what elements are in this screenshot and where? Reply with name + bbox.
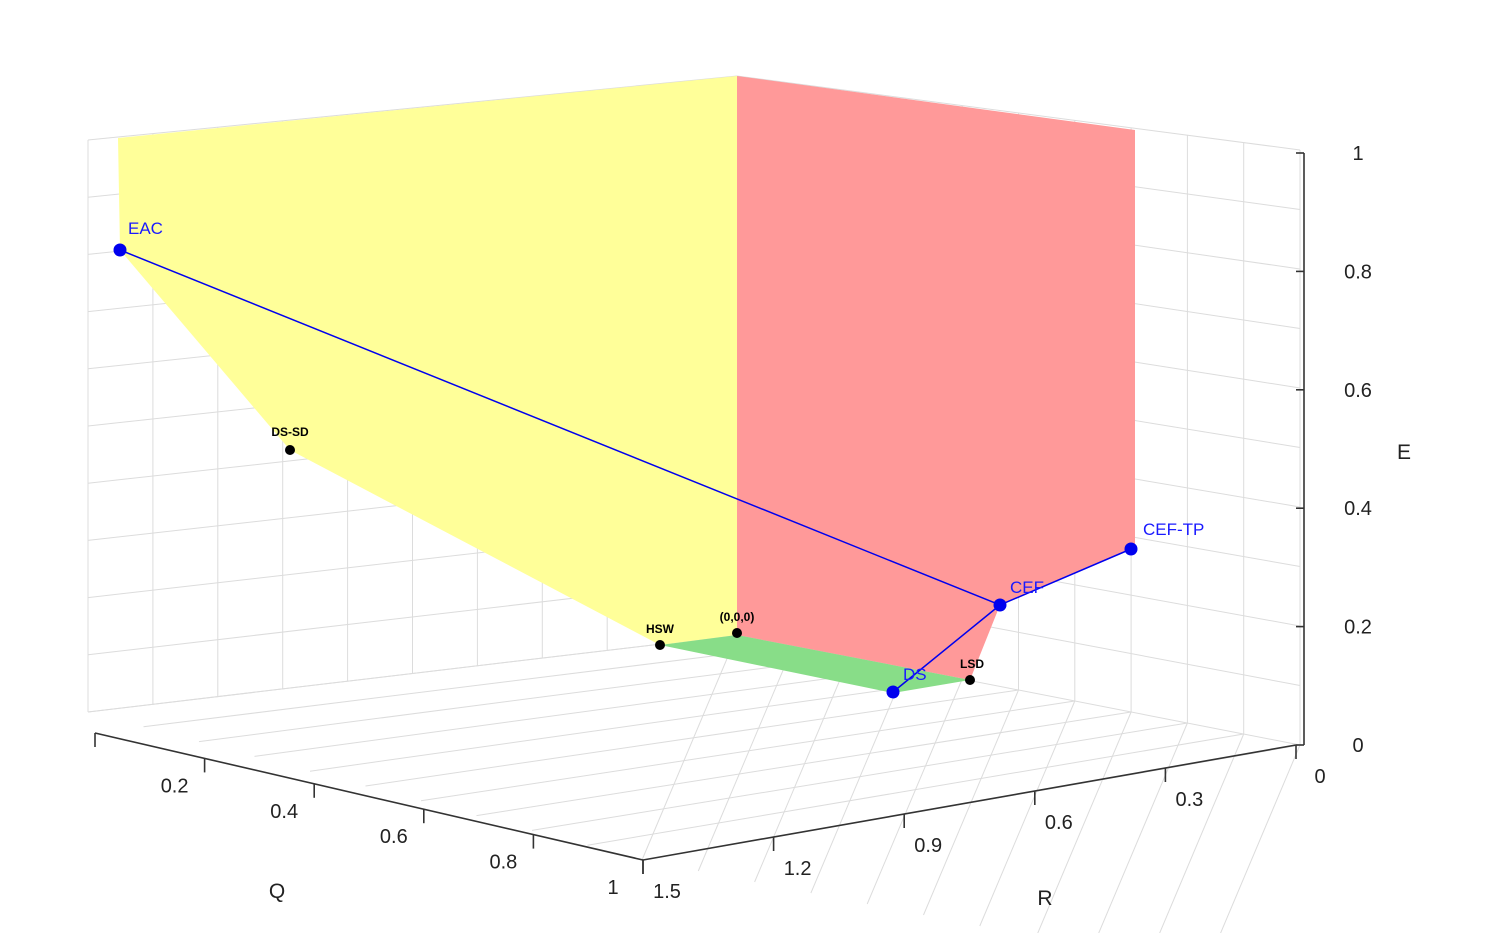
q-tick-label: 0.8	[489, 852, 517, 874]
point-label: (0,0,0)	[720, 610, 755, 624]
grid-line	[587, 733, 1244, 846]
point-label: HSW	[646, 622, 675, 636]
grid-line	[420, 700, 1075, 802]
e-tick-label: 1	[1352, 143, 1363, 165]
axes	[94, 152, 1305, 874]
q-tick-label: 0.6	[380, 826, 408, 848]
grid-line	[979, 700, 1076, 927]
data-point-cef	[993, 598, 1007, 612]
point-label: LSD	[960, 657, 984, 671]
grid-line	[1098, 722, 1188, 933]
red-region	[737, 76, 1135, 680]
e-axis-title: E	[1397, 441, 1411, 464]
data-point-cef-tp	[1124, 542, 1138, 556]
e-tick-label: 0.8	[1344, 261, 1372, 283]
q-axis-title: Q	[269, 880, 285, 903]
grid-line	[1159, 733, 1245, 933]
r-tick-label: 0	[1314, 766, 1325, 788]
point-label: CEF-TP	[1143, 520, 1204, 539]
grid-line	[365, 689, 1019, 787]
r-tick-label: 1.5	[653, 881, 681, 903]
r-tick-label: 1.2	[784, 858, 812, 880]
data-point-ds	[886, 685, 900, 699]
grid-line	[1220, 744, 1301, 933]
yellow-region	[118, 76, 737, 645]
point-label: EAC	[128, 219, 163, 238]
series-line	[892, 604, 1001, 693]
e-tick-label: 0.6	[1344, 380, 1372, 402]
grid-line	[143, 645, 794, 728]
r-tick-label: 0.3	[1175, 789, 1203, 811]
grid-line	[810, 667, 907, 894]
q-tick-label: 1	[607, 877, 618, 899]
r-axis-title: R	[1037, 887, 1052, 910]
data-point-hsw	[655, 640, 665, 650]
q-tick-label: 0.4	[270, 801, 298, 823]
data-points	[113, 243, 1138, 699]
e-tick-label: 0	[1352, 735, 1363, 757]
grid-line	[531, 722, 1188, 831]
data-point-lsd	[965, 675, 975, 685]
data-point-eac	[113, 243, 127, 257]
e-tick-label: 0.4	[1344, 498, 1372, 520]
e-tick-label: 0.2	[1344, 617, 1372, 639]
point-label: CEF	[1010, 578, 1044, 597]
grid-line	[866, 678, 963, 905]
grid-line	[198, 656, 850, 743]
r-axis-line	[642, 744, 1297, 861]
labels: 0.2 0.4 0.6 0.8 1 Q 0 0.3 0.6 0.9 1.2 1.5 R 0 0.2 0.4 0.…	[128, 143, 1411, 910]
grid-line	[254, 667, 906, 757]
grid-line	[754, 656, 851, 883]
data-point-ds-sd	[285, 445, 295, 455]
point-label: DS	[903, 665, 927, 684]
grid-line	[309, 678, 963, 772]
grid-line	[476, 711, 1132, 817]
data-point-0-0-0	[732, 628, 742, 638]
grid-line	[697, 645, 794, 872]
q-tick-label: 0.2	[161, 775, 189, 797]
regions	[118, 76, 1135, 693]
q-axis-line	[94, 732, 644, 861]
grid-line	[641, 634, 738, 861]
r-tick-label: 0.9	[914, 835, 942, 857]
grid-line	[1037, 711, 1132, 933]
r-tick-label: 0.6	[1045, 812, 1073, 834]
point-label: DS-SD	[271, 425, 309, 439]
green-region	[660, 635, 970, 693]
grid-line	[87, 634, 738, 713]
